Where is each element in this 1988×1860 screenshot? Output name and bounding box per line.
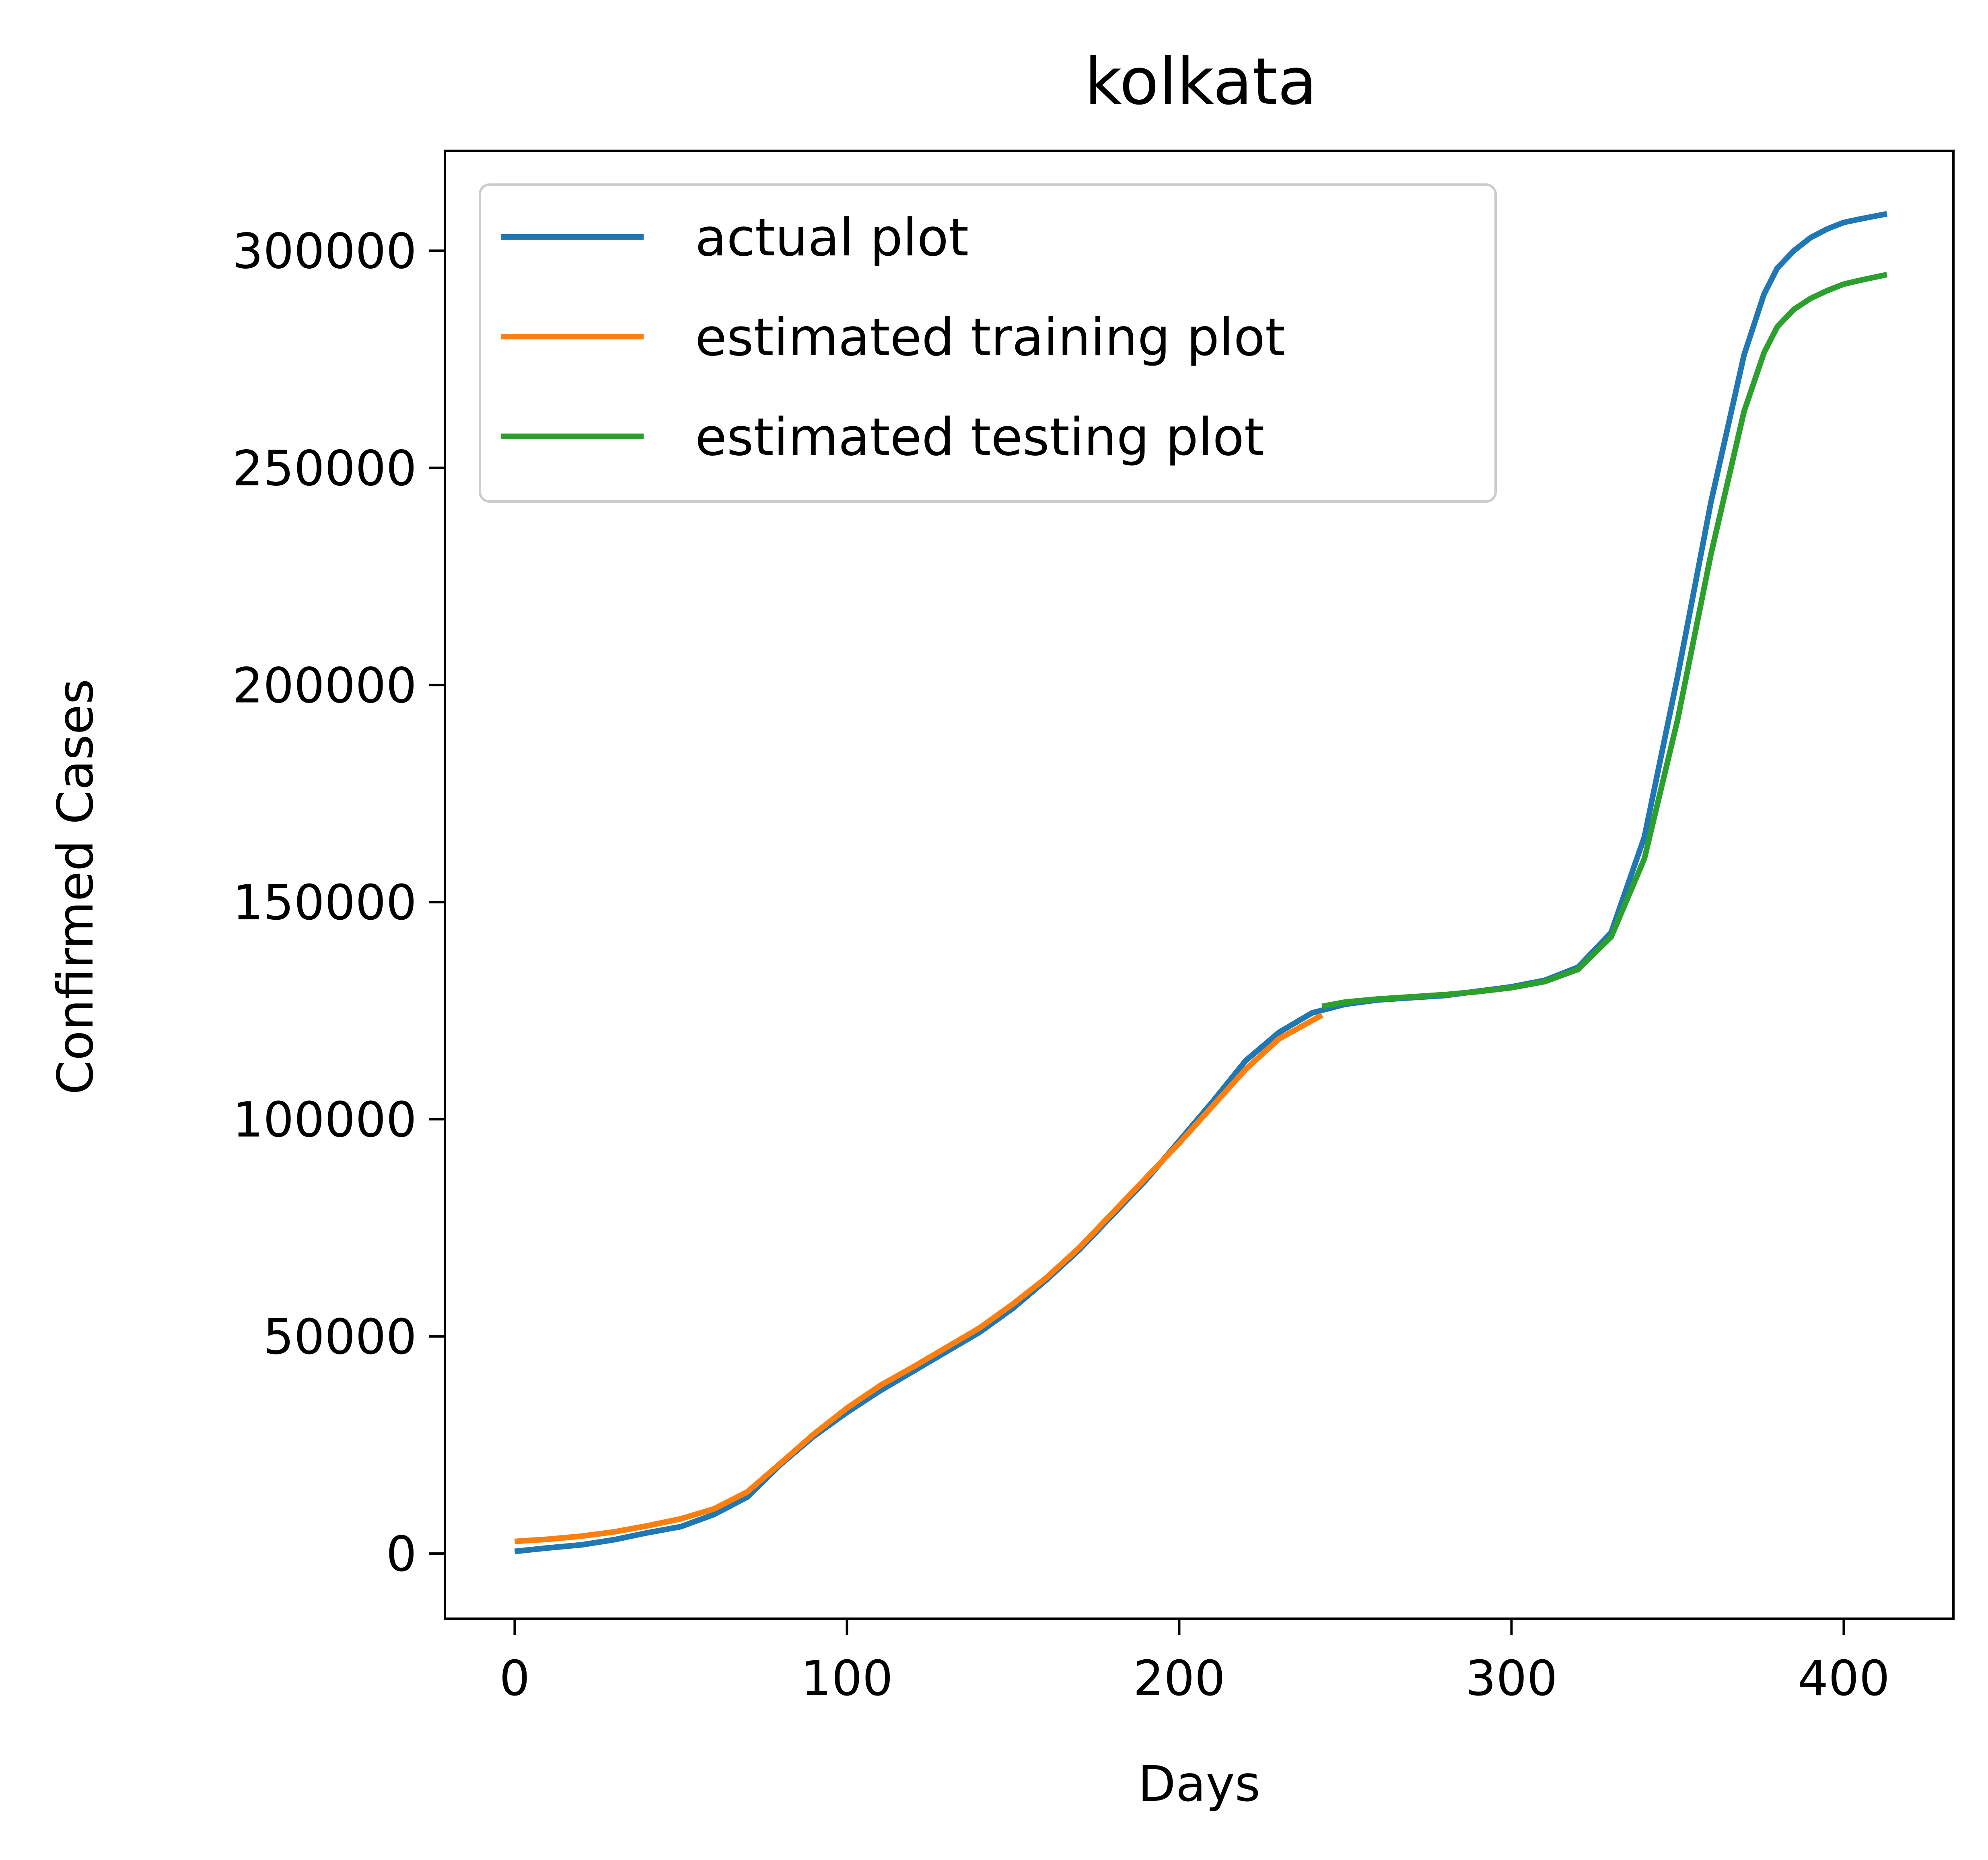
x-tick-label-3: 300: [1465, 1651, 1558, 1707]
y-tick-label-3: 150000: [233, 875, 417, 931]
series-line-2: [1321, 271, 1888, 1009]
legend-label-0: actual plot: [695, 208, 969, 268]
y-tick-label-6: 300000: [233, 224, 417, 280]
y-tick-label-1: 50000: [263, 1309, 417, 1365]
y-tick-label-2: 100000: [233, 1092, 417, 1148]
x-tick-label-4: 400: [1798, 1651, 1890, 1707]
legend: actual plot estimated training plot estima…: [479, 183, 1497, 503]
plot-frame: [444, 150, 1955, 1620]
legend-box: [479, 183, 1497, 503]
legend-label-2: estimated testing plot: [695, 407, 1264, 467]
legend-entries: actual plot estimated training plot estima…: [501, 208, 1285, 467]
y-axis-title: Confirmed Cases: [47, 679, 104, 1095]
series-line-1: [514, 1012, 1323, 1544]
y-tick-label-5: 250000: [233, 441, 417, 497]
x-tick-label-0: 0: [499, 1651, 530, 1707]
x-axis: 0 100 200 300 400: [499, 1619, 1890, 1707]
series-lines: [514, 211, 1888, 1554]
x-tick-label-1: 100: [801, 1651, 893, 1707]
chart-title: kolkata: [1085, 44, 1317, 119]
x-axis-title: Days: [1138, 1755, 1260, 1813]
y-tick-label-0: 0: [386, 1527, 417, 1583]
legend-label-1: estimated training plot: [695, 308, 1285, 368]
x-tick-label-2: 200: [1133, 1651, 1225, 1707]
y-tick-label-4: 200000: [233, 658, 417, 714]
y-axis: 0 50000 100000 150000 200000 250000 300000: [233, 224, 445, 1583]
